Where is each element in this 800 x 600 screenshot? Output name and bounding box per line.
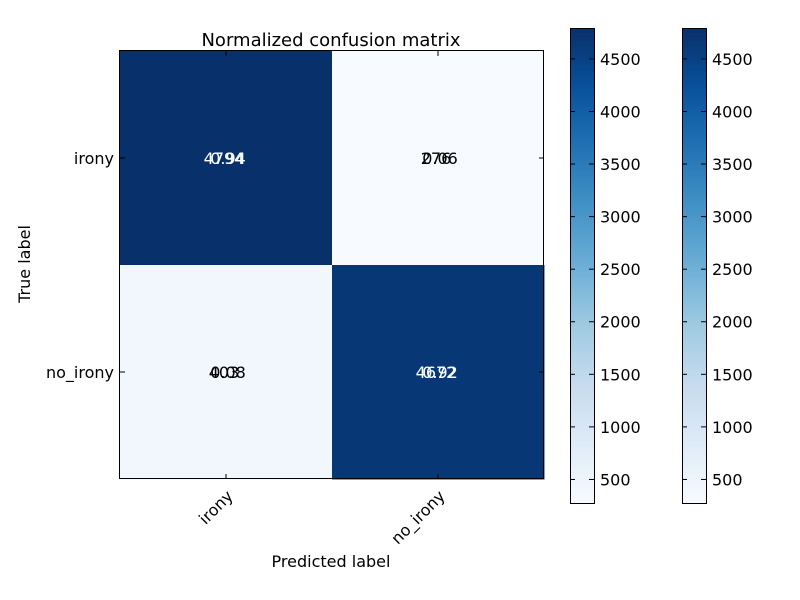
colorbar-frame xyxy=(570,28,595,504)
colorbar-tick-label: 3500 xyxy=(600,155,641,174)
colorbar-tick-label: 500 xyxy=(712,470,743,489)
colorbar: 500 1000 1500 2000 2500 3000 3500 4000 4500 xyxy=(682,28,753,504)
colorbar-tick-label: 1500 xyxy=(712,365,753,384)
colorbar-tick-label: 2000 xyxy=(712,313,753,332)
cell-value-label: 4672 xyxy=(416,363,457,382)
cell-value-label: 276 xyxy=(421,149,452,168)
cell-value-label: 0.94 xyxy=(210,149,246,168)
chart-title: Normalized confusion matrix xyxy=(201,30,460,51)
matrix-cell xyxy=(332,51,545,266)
colorbar-tick-label: 1000 xyxy=(712,418,753,437)
colorbar-tick-label: 4000 xyxy=(712,102,753,121)
y-tick-labels: irony no_irony xyxy=(46,149,114,383)
cell-value-label: 403 xyxy=(209,363,240,382)
x-tick-label: no_irony xyxy=(387,486,449,548)
x-axis-label: Predicted label xyxy=(272,552,391,571)
y-tick-label: irony xyxy=(74,149,114,168)
colorbar-tick-label: 4500 xyxy=(712,50,753,69)
colorbar-tick-label: 500 xyxy=(600,470,631,489)
colorbar-tick-label: 2000 xyxy=(600,313,641,332)
colorbar-tick-label: 1000 xyxy=(600,418,641,437)
colorbar-frame xyxy=(682,28,707,504)
colorbar-tick-label: 3000 xyxy=(712,208,753,227)
cell-value-label: 0.08 xyxy=(210,363,246,382)
x-tick-labels: irony no_irony xyxy=(195,486,449,548)
colorbars: 500 1000 1500 2000 2500 3000 3500 4000 4500 500 10… xyxy=(570,28,753,504)
colorbar-gradient xyxy=(570,28,594,503)
axis-ticks xyxy=(120,51,544,479)
colorbar-tick-label: 4500 xyxy=(600,50,641,69)
matrix-cell xyxy=(120,51,333,266)
colorbar: 500 1000 1500 2000 2500 3000 3500 4000 4500 xyxy=(570,28,641,504)
matrix-cell xyxy=(120,265,333,480)
colorbar-tick-label: 1500 xyxy=(600,365,641,384)
cell-value-label: 0.06 xyxy=(422,149,458,168)
y-axis-label: True label xyxy=(15,225,34,304)
plot-frame xyxy=(119,50,544,479)
x-tick-label: irony xyxy=(195,486,237,528)
cell-value-label: 4794 xyxy=(204,149,245,168)
colorbar-gradient xyxy=(682,28,706,503)
colorbar-tick-label: 4000 xyxy=(600,102,641,121)
cell-value-label: 0.92 xyxy=(422,363,458,382)
y-tick-label: no_irony xyxy=(46,363,114,383)
colorbar-tick-label: 2500 xyxy=(600,260,641,279)
matrix-cells xyxy=(120,51,545,480)
colorbar-tick-label: 3000 xyxy=(600,208,641,227)
colorbar-tick-label: 3500 xyxy=(712,155,753,174)
matrix-cell xyxy=(332,265,545,480)
colorbar-tick-label: 2500 xyxy=(712,260,753,279)
